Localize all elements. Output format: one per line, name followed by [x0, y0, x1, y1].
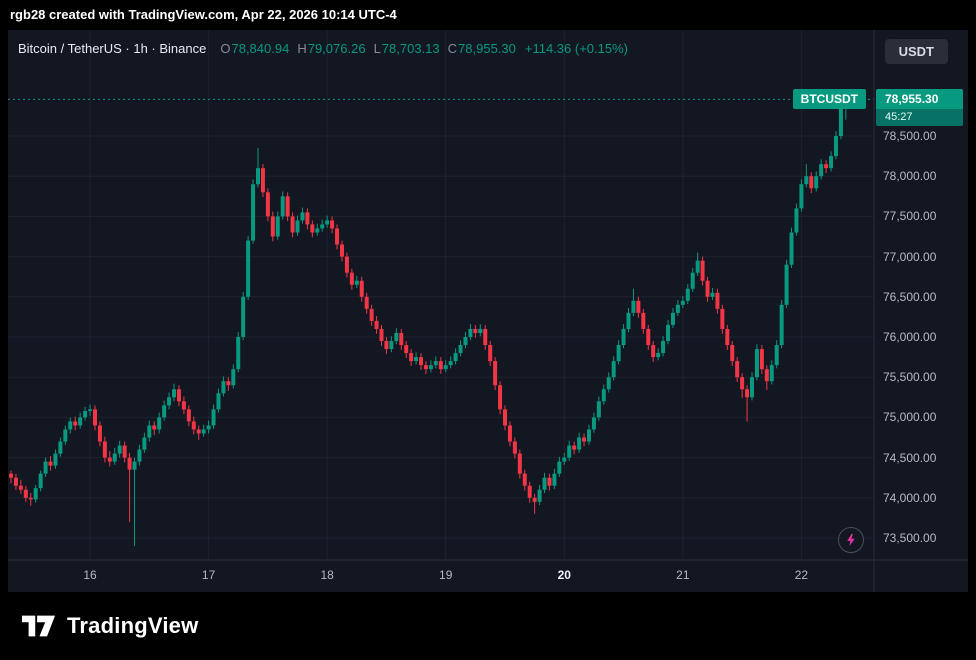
tradingview-logo-icon[interactable] — [22, 614, 56, 638]
time-tick-label: 16 — [83, 568, 97, 582]
attribution-bar: rgb28 created with TradingView.com, Apr … — [0, 0, 976, 30]
time-tick-label: 20 — [557, 568, 571, 582]
ohlc-close-label: C — [447, 41, 458, 56]
time-tick-label: 19 — [439, 568, 453, 582]
chart-legend[interactable]: Bitcoin / TetherUS · 1h · Binance O 78,84… — [18, 41, 628, 56]
ohlc-low-value: 78,703.13 — [381, 41, 440, 56]
price-tick-label: 76,000.00 — [883, 330, 937, 344]
ohlc-low-label: L — [373, 41, 381, 56]
last-price-badge: 78,955.30 45:27 — [876, 89, 963, 126]
ohlc-open-value: 78,840.94 — [231, 41, 290, 56]
price-tick-label: 73,500.00 — [883, 531, 937, 545]
time-tick-label: 22 — [794, 568, 809, 582]
time-axis[interactable]: 16 17 18 19 20 21 22 — [8, 560, 874, 592]
candles — [9, 89, 848, 547]
ohlc-high-label: H — [297, 41, 307, 56]
price-tick-label: 78,500.00 — [883, 129, 937, 143]
price-tick-label: 77,000.00 — [883, 249, 937, 264]
price-change: +114.36 (+0.15%) — [524, 41, 628, 56]
symbol-price-line-label: BTCUSDT — [792, 89, 866, 109]
footer-bar: TradingView — [0, 592, 976, 660]
currency-toggle-button[interactable]: USDT — [884, 39, 948, 64]
attribution-text: rgb28 created with TradingView.com, Apr … — [10, 7, 397, 22]
last-price-value: 78,955.30 — [876, 89, 963, 109]
ohlc-high-value: 79,076.26 — [307, 41, 366, 56]
price-tick-label: 74,000.00 — [883, 490, 937, 505]
symbol-title: Bitcoin / TetherUS · 1h · Binance — [18, 41, 207, 56]
price-tick-label: 75,000.00 — [883, 410, 937, 425]
price-tick-label: 76,500.00 — [883, 289, 937, 304]
grid-lines — [8, 30, 874, 560]
price-tick-label: 74,500.00 — [883, 450, 937, 465]
chart-frame: Bitcoin / TetherUS · 1h · Binance O 78,84… — [8, 30, 968, 592]
time-tick-label: 17 — [201, 568, 216, 582]
candlestick-chart[interactable] — [8, 30, 968, 592]
price-tick-label: 77,500.00 — [883, 209, 937, 224]
tradingview-brand-text[interactable]: TradingView — [67, 613, 199, 638]
price-tick-label: 75,500.00 — [883, 370, 937, 385]
ohlc-close-value: 78,955.30 — [458, 41, 516, 56]
price-axis[interactable]: 78,500.00 78,000.00 77,500.00 77,000.00 76,5… — [874, 30, 968, 560]
time-tick-label: 18 — [320, 568, 334, 582]
price-tick-label: 78,000.00 — [883, 169, 937, 184]
bar-countdown: 45:27 — [876, 109, 963, 126]
ohlc-open-label: O — [220, 41, 231, 56]
time-tick-label: 21 — [676, 568, 690, 582]
lightning-icon — [847, 533, 855, 547]
boost-button[interactable] — [838, 527, 864, 553]
